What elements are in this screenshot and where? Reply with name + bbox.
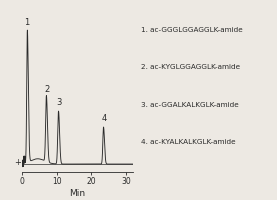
- Text: +: +: [15, 158, 21, 167]
- Text: 2. ac-KYGLGGAGGLK-amide: 2. ac-KYGLGGAGGLK-amide: [141, 64, 240, 70]
- Text: 3. ac-GGALKALKGLK-amide: 3. ac-GGALKALKGLK-amide: [141, 102, 239, 108]
- Text: 4. ac-KYALKALKGLK-amide: 4. ac-KYALKALKGLK-amide: [141, 139, 236, 145]
- Text: 3: 3: [57, 98, 62, 107]
- Text: 1. ac-GGGLGGAGGLK-amide: 1. ac-GGGLGGAGGLK-amide: [141, 27, 243, 33]
- Text: 1: 1: [24, 18, 29, 27]
- Text: 4: 4: [102, 114, 107, 123]
- X-axis label: Min: Min: [70, 189, 86, 198]
- Text: 2: 2: [45, 85, 50, 94]
